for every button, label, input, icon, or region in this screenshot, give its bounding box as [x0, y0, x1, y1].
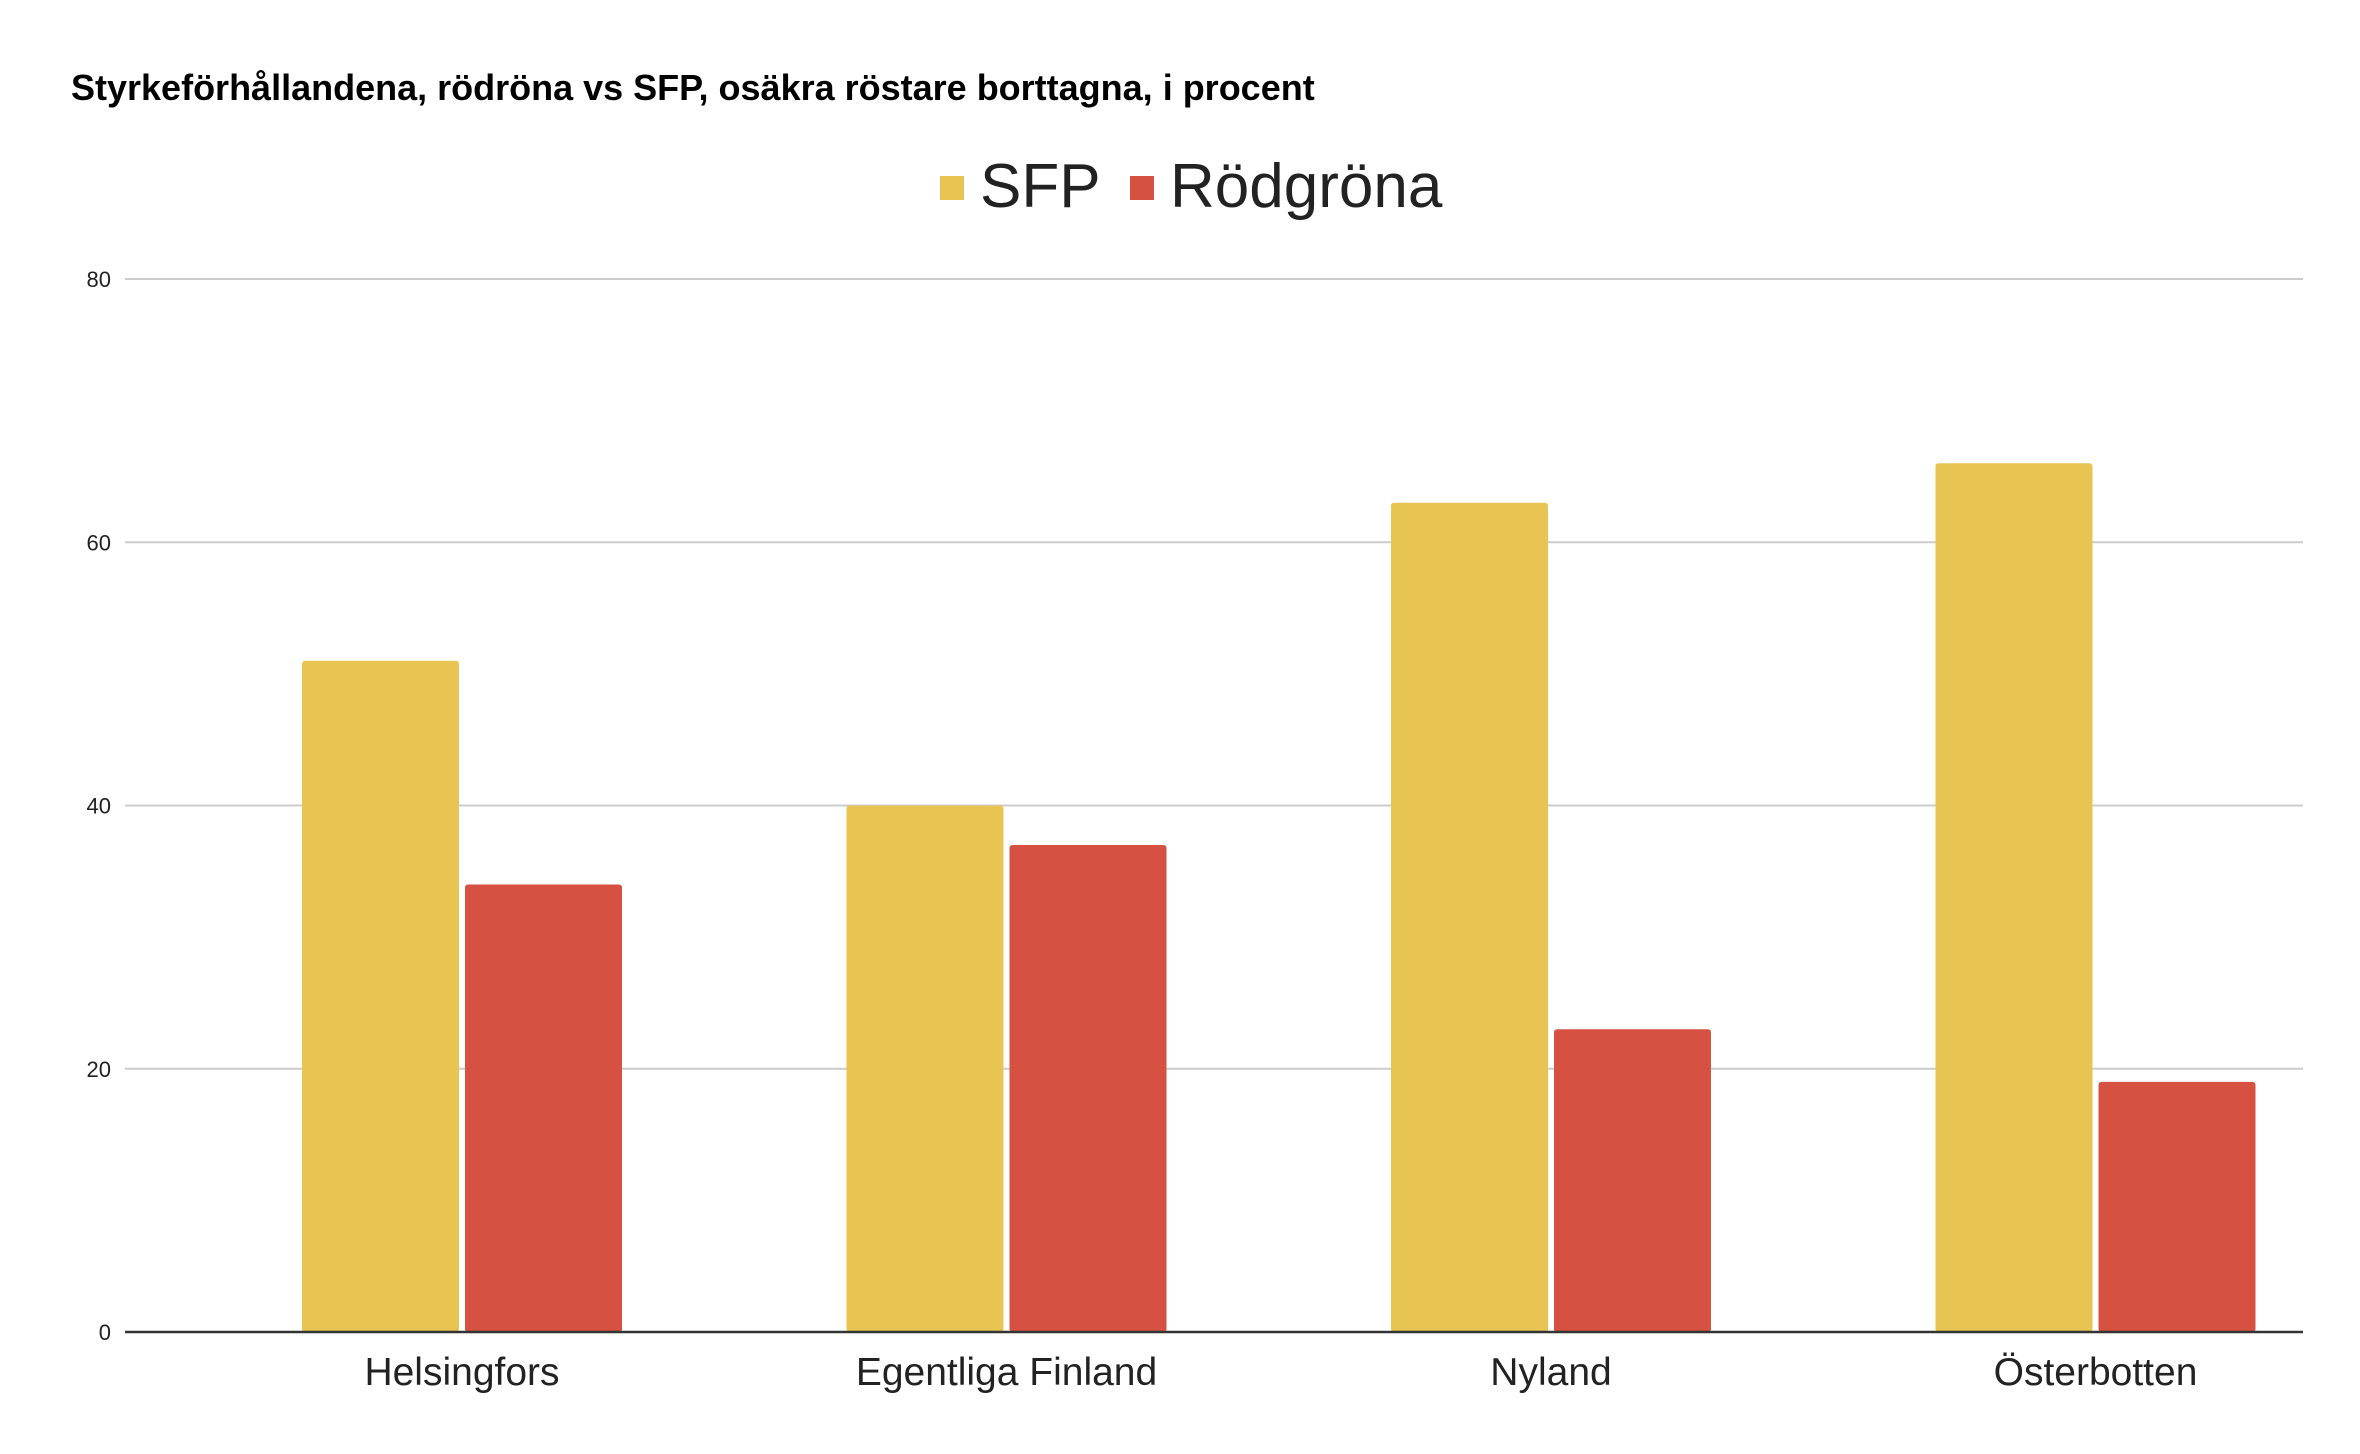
bar-rodgrona-0	[465, 884, 622, 1332]
bar-rodgrona-2	[1554, 1029, 1711, 1332]
bar-sfp-3	[1935, 463, 2093, 1332]
legend-label-rodgrona: Rödgröna	[1170, 152, 1443, 221]
y-tick-label: 0	[99, 1320, 111, 1345]
bar-sfp-1	[846, 805, 1004, 1332]
y-tick-label: 80	[87, 267, 111, 292]
y-tick-label: 20	[87, 1057, 111, 1082]
x-axis-labels: Helsingfors Egentliga Finland Nyland Österb…	[364, 1351, 2197, 1394]
legend-swatch-sfp	[940, 176, 964, 200]
legend-swatch-rodgrona	[1130, 176, 1154, 200]
legend: SFP Rödgröna	[940, 152, 1443, 221]
x-category-label: Nyland	[1490, 1351, 1611, 1394]
bar-rodgrona-3	[2098, 1081, 2256, 1332]
bar-rodgrona-1	[1009, 844, 1167, 1332]
bar-sfp-2	[1391, 502, 1548, 1332]
bar-sfp-0	[302, 660, 459, 1332]
y-tick-label: 60	[87, 530, 111, 555]
bars	[302, 463, 2256, 1332]
x-category-label: Helsingfors	[364, 1351, 559, 1394]
legend-label-sfp: SFP	[980, 152, 1101, 221]
y-axis-ticks: 0 20 40 60 80	[87, 267, 111, 1345]
x-category-label: Egentliga Finland	[856, 1351, 1157, 1394]
chart-title: Styrkeförhållandena, rödröna vs SFP, osä…	[71, 67, 1315, 108]
x-category-label: Österbotten	[1994, 1351, 2198, 1394]
y-tick-label: 40	[87, 794, 111, 819]
